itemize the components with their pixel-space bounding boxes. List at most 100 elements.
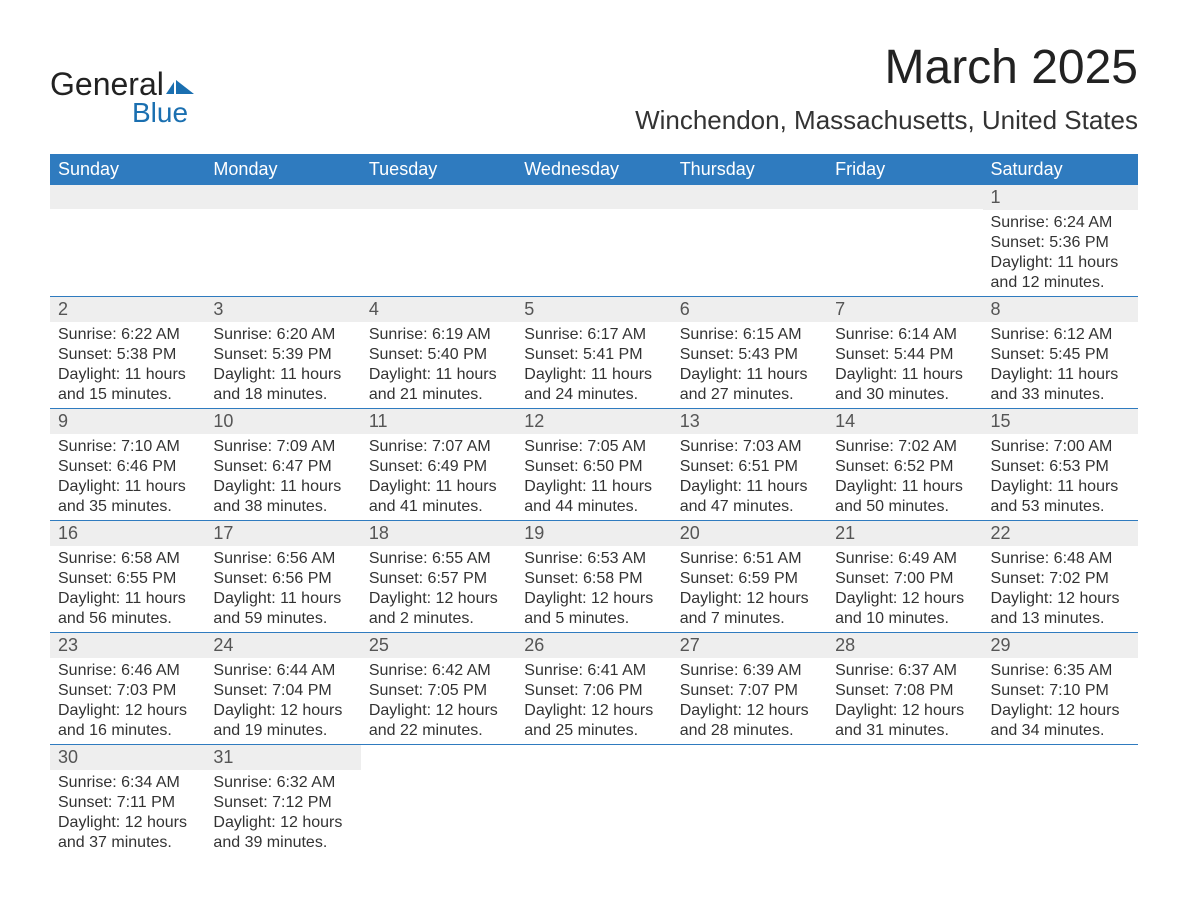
week-row: 23Sunrise: 6:46 AMSunset: 7:03 PMDayligh…	[50, 632, 1138, 744]
day-cell: 10Sunrise: 7:09 AMSunset: 6:47 PMDayligh…	[205, 409, 360, 520]
day-number: 2	[50, 297, 205, 322]
day-line: Daylight: 11 hours and 24 minutes.	[524, 365, 663, 405]
day-line: Sunset: 7:10 PM	[991, 681, 1130, 701]
day-body: Sunrise: 6:17 AMSunset: 5:41 PMDaylight:…	[516, 322, 671, 408]
day-number: 16	[50, 521, 205, 546]
day-line: Daylight: 11 hours and 41 minutes.	[369, 477, 508, 517]
day-number: 25	[361, 633, 516, 658]
day-body: Sunrise: 7:10 AMSunset: 6:46 PMDaylight:…	[50, 434, 205, 520]
day-number: 9	[50, 409, 205, 434]
day-cell: 15Sunrise: 7:00 AMSunset: 6:53 PMDayligh…	[983, 409, 1138, 520]
day-line: Daylight: 11 hours and 50 minutes.	[835, 477, 974, 517]
day-line: Daylight: 11 hours and 35 minutes.	[58, 477, 197, 517]
day-number: 7	[827, 297, 982, 322]
day-cell: 23Sunrise: 6:46 AMSunset: 7:03 PMDayligh…	[50, 633, 205, 744]
day-cell: 19Sunrise: 6:53 AMSunset: 6:58 PMDayligh…	[516, 521, 671, 632]
day-body: Sunrise: 7:05 AMSunset: 6:50 PMDaylight:…	[516, 434, 671, 520]
day-body: Sunrise: 6:15 AMSunset: 5:43 PMDaylight:…	[672, 322, 827, 408]
day-line: Sunrise: 6:34 AM	[58, 773, 197, 793]
day-line: Sunrise: 6:58 AM	[58, 549, 197, 569]
location-subtitle: Winchendon, Massachusetts, United States	[635, 105, 1138, 136]
day-line: Daylight: 12 hours and 19 minutes.	[213, 701, 352, 741]
day-cell	[983, 745, 1138, 856]
day-line: Sunrise: 6:48 AM	[991, 549, 1130, 569]
day-cell: 31Sunrise: 6:32 AMSunset: 7:12 PMDayligh…	[205, 745, 360, 856]
day-line: Sunset: 5:44 PM	[835, 345, 974, 365]
week-row: 2Sunrise: 6:22 AMSunset: 5:38 PMDaylight…	[50, 296, 1138, 408]
day-line: Daylight: 12 hours and 31 minutes.	[835, 701, 974, 741]
month-title: March 2025	[635, 40, 1138, 95]
day-line: Sunrise: 6:51 AM	[680, 549, 819, 569]
day-cell	[827, 745, 982, 856]
day-number: 14	[827, 409, 982, 434]
day-line: Daylight: 11 hours and 59 minutes.	[213, 589, 352, 629]
day-cell	[672, 745, 827, 856]
day-cell	[361, 745, 516, 856]
day-body: Sunrise: 7:03 AMSunset: 6:51 PMDaylight:…	[672, 434, 827, 520]
day-cell: 4Sunrise: 6:19 AMSunset: 5:40 PMDaylight…	[361, 297, 516, 408]
day-line: Daylight: 11 hours and 15 minutes.	[58, 365, 197, 405]
day-cell	[827, 185, 982, 296]
day-header: Thursday	[672, 154, 827, 185]
day-cell: 26Sunrise: 6:41 AMSunset: 7:06 PMDayligh…	[516, 633, 671, 744]
day-line: Daylight: 11 hours and 44 minutes.	[524, 477, 663, 517]
day-cell: 11Sunrise: 7:07 AMSunset: 6:49 PMDayligh…	[361, 409, 516, 520]
day-line: Sunrise: 6:55 AM	[369, 549, 508, 569]
logo-text-blue: Blue	[132, 100, 188, 125]
day-line: Sunset: 6:56 PM	[213, 569, 352, 589]
day-line: Sunset: 5:41 PM	[524, 345, 663, 365]
day-line: Sunrise: 7:02 AM	[835, 437, 974, 457]
day-body	[672, 209, 827, 289]
day-line: Daylight: 11 hours and 53 minutes.	[991, 477, 1130, 517]
day-line: Sunset: 5:39 PM	[213, 345, 352, 365]
day-body: Sunrise: 6:56 AMSunset: 6:56 PMDaylight:…	[205, 546, 360, 632]
day-line: Daylight: 11 hours and 21 minutes.	[369, 365, 508, 405]
day-line: Sunset: 6:46 PM	[58, 457, 197, 477]
day-cell: 29Sunrise: 6:35 AMSunset: 7:10 PMDayligh…	[983, 633, 1138, 744]
day-line: Sunset: 6:55 PM	[58, 569, 197, 589]
day-body	[827, 209, 982, 289]
day-line: Sunset: 5:38 PM	[58, 345, 197, 365]
day-line: Sunrise: 6:49 AM	[835, 549, 974, 569]
day-body: Sunrise: 6:58 AMSunset: 6:55 PMDaylight:…	[50, 546, 205, 632]
day-line: Daylight: 12 hours and 7 minutes.	[680, 589, 819, 629]
day-body: Sunrise: 6:19 AMSunset: 5:40 PMDaylight:…	[361, 322, 516, 408]
day-body: Sunrise: 6:42 AMSunset: 7:05 PMDaylight:…	[361, 658, 516, 744]
title-block: March 2025 Winchendon, Massachusetts, Un…	[635, 40, 1138, 136]
day-cell	[50, 185, 205, 296]
day-number: 12	[516, 409, 671, 434]
day-line: Sunset: 6:52 PM	[835, 457, 974, 477]
calendar: Sunday Monday Tuesday Wednesday Thursday…	[50, 154, 1138, 856]
week-row: 30Sunrise: 6:34 AMSunset: 7:11 PMDayligh…	[50, 744, 1138, 856]
day-body: Sunrise: 6:22 AMSunset: 5:38 PMDaylight:…	[50, 322, 205, 408]
day-line: Sunset: 6:53 PM	[991, 457, 1130, 477]
day-line: Daylight: 12 hours and 16 minutes.	[58, 701, 197, 741]
day-number: 8	[983, 297, 1138, 322]
day-line: Sunset: 6:58 PM	[524, 569, 663, 589]
day-line: Sunset: 7:07 PM	[680, 681, 819, 701]
day-line: Sunrise: 6:15 AM	[680, 325, 819, 345]
day-cell: 28Sunrise: 6:37 AMSunset: 7:08 PMDayligh…	[827, 633, 982, 744]
day-body: Sunrise: 6:32 AMSunset: 7:12 PMDaylight:…	[205, 770, 360, 856]
day-line: Daylight: 11 hours and 33 minutes.	[991, 365, 1130, 405]
day-body	[205, 209, 360, 289]
day-line: Sunset: 6:57 PM	[369, 569, 508, 589]
day-line: Sunrise: 6:37 AM	[835, 661, 974, 681]
day-number: 5	[516, 297, 671, 322]
day-cell: 30Sunrise: 6:34 AMSunset: 7:11 PMDayligh…	[50, 745, 205, 856]
day-cell: 5Sunrise: 6:17 AMSunset: 5:41 PMDaylight…	[516, 297, 671, 408]
day-line: Daylight: 12 hours and 22 minutes.	[369, 701, 508, 741]
day-line: Sunrise: 6:17 AM	[524, 325, 663, 345]
day-line: Sunset: 7:00 PM	[835, 569, 974, 589]
day-line: Daylight: 12 hours and 13 minutes.	[991, 589, 1130, 629]
day-number: 28	[827, 633, 982, 658]
day-body: Sunrise: 6:12 AMSunset: 5:45 PMDaylight:…	[983, 322, 1138, 408]
day-line: Sunset: 6:50 PM	[524, 457, 663, 477]
day-line: Sunrise: 7:10 AM	[58, 437, 197, 457]
day-cell: 20Sunrise: 6:51 AMSunset: 6:59 PMDayligh…	[672, 521, 827, 632]
day-body: Sunrise: 6:35 AMSunset: 7:10 PMDaylight:…	[983, 658, 1138, 744]
day-line: Sunset: 5:43 PM	[680, 345, 819, 365]
day-cell: 3Sunrise: 6:20 AMSunset: 5:39 PMDaylight…	[205, 297, 360, 408]
day-body: Sunrise: 6:55 AMSunset: 6:57 PMDaylight:…	[361, 546, 516, 632]
day-number: 22	[983, 521, 1138, 546]
